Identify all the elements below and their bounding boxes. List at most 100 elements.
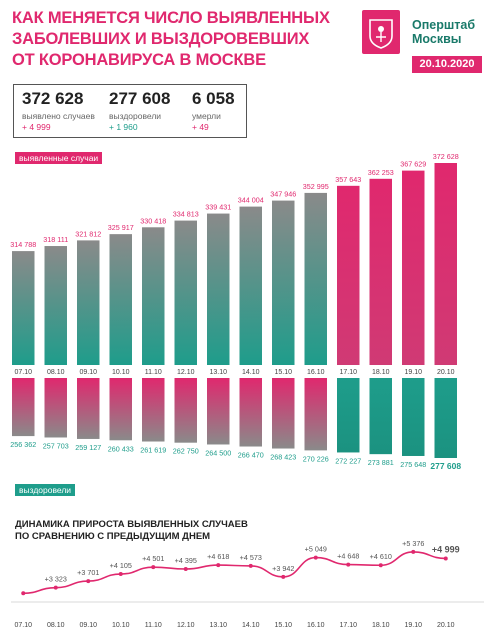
dynamics-date-label: 07.10: [14, 622, 32, 629]
dynamics-value-label: +3 942: [272, 564, 294, 573]
recovered-bar: [239, 378, 262, 447]
dynamics-value-label: +5 049: [305, 545, 327, 554]
dynamics-point: [378, 563, 383, 568]
dynamics-value-label: +4 999: [432, 544, 460, 554]
dynamics-point: [151, 565, 156, 570]
recovered-bar: [434, 378, 457, 458]
cases-bar: [207, 213, 230, 365]
cases-date-label: 15.10: [274, 369, 292, 376]
cases-value-label: 367 629: [400, 160, 426, 169]
cases-date-label: 13.10: [209, 369, 227, 376]
cases-value-label: 334 813: [173, 210, 199, 219]
brand-name: Оперштаб Москвы: [412, 18, 475, 46]
recovered-bar-chart: 256 362 257 703 259 127 260 433 261 619 262 7…: [10, 378, 461, 471]
dynamics-line-chart: 07.10 +3 323 08.10 +3 701 09.10 +4 105 10.10 +4…: [11, 539, 484, 629]
stat-recovered-label: выздоровели: [109, 111, 162, 121]
moscow-emblem-icon: [369, 19, 393, 49]
stat-deaths: 6 058 умерли + 49: [192, 89, 235, 132]
dynamics-point: [118, 572, 123, 577]
recovered-value-label: 264 500: [205, 448, 231, 457]
cases-date-label: 12.10: [177, 369, 195, 376]
recovered-bar: [272, 378, 295, 449]
cases-bar: [44, 246, 67, 365]
title-line-2: ЗАБОЛЕВШИХ И ВЫЗДОРОВЕВШИХ: [12, 30, 310, 48]
dynamics-point: [53, 585, 58, 590]
stat-recovered-value: 277 608: [109, 89, 171, 108]
cases-value-label: 362 253: [368, 168, 394, 177]
recovered-value-label: 268 423: [270, 453, 296, 462]
recovered-bar: [402, 378, 425, 456]
cases-bar: [304, 192, 327, 365]
dynamics-value-label: +4 573: [240, 553, 262, 562]
cases-bar: [109, 234, 132, 365]
dynamics-date-label: 10.10: [112, 622, 130, 629]
recovered-value-label: 277 608: [430, 461, 461, 471]
recovered-value-label: 266 470: [238, 451, 264, 460]
dynamics-date-label: 11.10: [145, 622, 162, 629]
cases-date-label: 19.10: [404, 369, 422, 376]
recovered-bar: [142, 378, 165, 442]
dynamics-date-label: 20.10: [437, 622, 455, 629]
recovered-bar: [337, 378, 360, 453]
dynamics-value-label: +4 501: [142, 554, 164, 563]
recovered-value-label: 272 227: [335, 456, 361, 465]
dynamics-title-line-2: ПО СРАВНЕНИЮ С ПРЕДЫДУЩИМ ДНЕМ: [15, 531, 211, 542]
recovered-value-label: 275 648: [400, 460, 426, 469]
cases-bar: [239, 206, 262, 365]
recovered-bar: [44, 378, 67, 438]
dynamics-point: [21, 591, 26, 596]
dynamics-point: [313, 555, 318, 560]
recovered-bar: [109, 378, 132, 441]
cases-date-label: 17.10: [339, 369, 357, 376]
dynamics-value-label: +4 395: [175, 556, 197, 565]
cases-bar: [142, 227, 165, 365]
cases-date-label: 18.10: [372, 369, 390, 376]
cases-value-label: 339 431: [205, 203, 231, 212]
date-badge: 20.10.2020: [412, 56, 482, 73]
cases-date-label: 20.10: [437, 369, 455, 376]
recovered-value-label: 262 750: [173, 447, 199, 456]
dynamics-date-label: 16.10: [307, 622, 325, 629]
recovered-value-label: 257 703: [43, 441, 69, 450]
dynamics-line: [23, 551, 446, 595]
cases-date-label: 16.10: [307, 369, 325, 376]
stat-cases-delta: + 4 999: [22, 122, 51, 132]
recovered-bar: [207, 378, 230, 445]
stat-cases-label: выявлено случаев: [22, 111, 95, 121]
recovered-bar: [12, 378, 35, 437]
dynamics-point: [411, 549, 416, 554]
cases-date-label: 08.10: [47, 369, 65, 376]
cases-value-label: 330 418: [140, 216, 166, 225]
dynamics-point: [281, 574, 286, 579]
stat-recovered-delta: + 1 960: [109, 122, 138, 132]
dynamics-date-label: 12.10: [177, 622, 195, 629]
title-line-1: КАК МЕНЯЕТСЯ ЧИСЛО ВЫЯВЛЕННЫХ: [12, 9, 330, 27]
moscow-emblem-logo: [362, 10, 400, 54]
recovered-bar: [369, 378, 392, 455]
dynamics-date-label: 13.10: [209, 622, 227, 629]
cases-bar-chart: 314 788 07.10 318 111 08.10 321 812 09.10 325 …: [10, 152, 458, 376]
dynamics-point: [248, 563, 253, 568]
dynamics-date-label: 08.10: [47, 622, 65, 629]
stat-deaths-label: умерли: [192, 111, 221, 121]
cases-bar: [402, 170, 425, 365]
cases-value-label: 318 111: [43, 235, 68, 244]
cases-bar: [174, 220, 197, 365]
recovered-value-label: 260 433: [108, 444, 134, 453]
dynamics-value-label: +3 323: [45, 575, 67, 584]
dynamics-value-label: +4 105: [110, 561, 132, 570]
recovered-value-label: 259 127: [75, 443, 101, 452]
recovered-bar: [304, 378, 327, 451]
cases-section-tag: выявленные случаи: [15, 152, 103, 164]
cases-date-label: 14.10: [242, 369, 260, 376]
dynamics-value-label: +5 376: [402, 539, 424, 548]
recovered-bar: [77, 378, 100, 439]
dynamics-value-label: +4 610: [370, 552, 392, 561]
dynamics-point: [183, 566, 188, 571]
cases-date-label: 11.10: [145, 369, 162, 376]
summary-stats-box: 372 628 выявлено случаев + 4 999 277 608…: [13, 84, 247, 138]
dynamics-point: [86, 579, 91, 584]
stat-recovered: 277 608 выздоровели + 1 960: [109, 89, 170, 132]
stat-deaths-delta: + 49: [192, 122, 209, 132]
cases-bar: [12, 251, 35, 365]
